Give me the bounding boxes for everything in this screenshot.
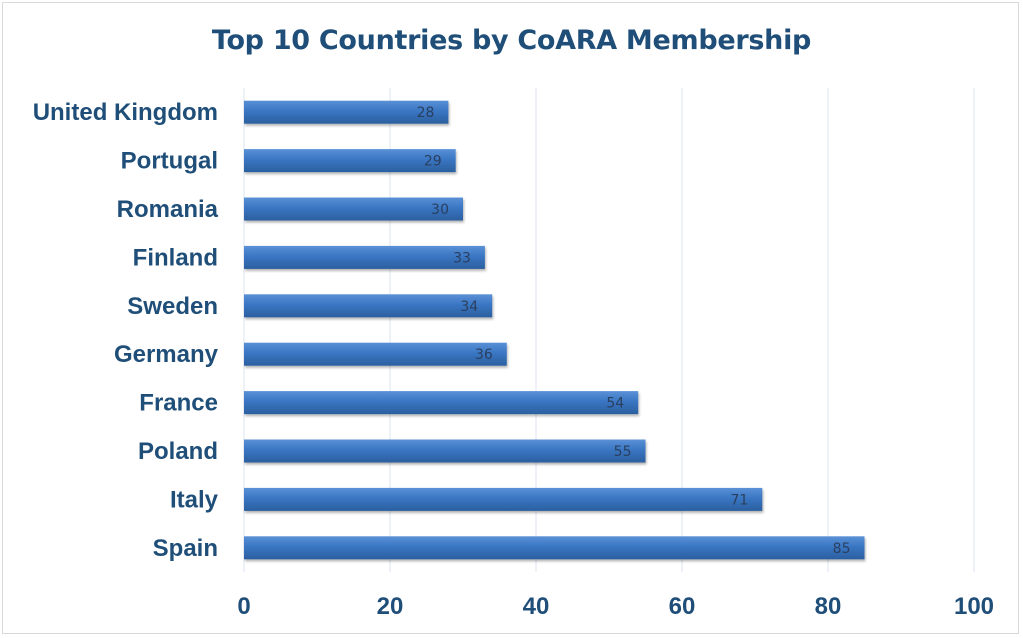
bar [244, 245, 485, 269]
data-label: 30 [431, 202, 449, 218]
data-label: 29 [424, 154, 442, 170]
category-label: Sweden [127, 293, 218, 320]
bar [244, 197, 463, 221]
category-label: United Kingdom [33, 99, 218, 126]
data-label: 71 [730, 492, 748, 508]
x-tick-label: 100 [954, 593, 994, 620]
x-tick-label: 80 [815, 593, 842, 620]
bar [244, 342, 507, 366]
category-label: Italy [170, 486, 219, 513]
category-label: Germany [114, 341, 219, 368]
data-label: 36 [475, 347, 493, 363]
category-labels: United Kingdom Portugal Romania Finland Swed… [33, 99, 219, 562]
data-label: 28 [417, 105, 435, 121]
x-tick-labels: 0 20 40 60 80 100 [237, 593, 994, 620]
x-tick-label: 0 [237, 593, 250, 620]
category-label: France [139, 390, 218, 417]
data-label: 55 [614, 444, 632, 460]
x-tick-label: 20 [377, 593, 404, 620]
bar [244, 487, 763, 511]
x-tick-label: 60 [669, 593, 696, 620]
bar [244, 536, 865, 560]
category-label: Finland [133, 244, 218, 271]
bar [244, 149, 456, 173]
category-label: Portugal [121, 148, 218, 175]
category-label: Romania [117, 196, 219, 223]
bar [244, 439, 646, 463]
bar [244, 294, 493, 318]
x-tick-label: 40 [523, 593, 550, 620]
category-label: Poland [138, 438, 218, 465]
data-label: 33 [453, 250, 471, 266]
category-label: Spain [153, 535, 218, 562]
data-label: 34 [460, 299, 478, 315]
data-label: 85 [833, 541, 851, 557]
data-label: 54 [606, 396, 624, 412]
bar [244, 100, 449, 124]
bars: 28 29 30 33 34 36 54 55 71 85 [244, 100, 865, 560]
chart-title: Top 10 Countries by CoARA Membership [211, 25, 812, 56]
bar [244, 391, 639, 415]
